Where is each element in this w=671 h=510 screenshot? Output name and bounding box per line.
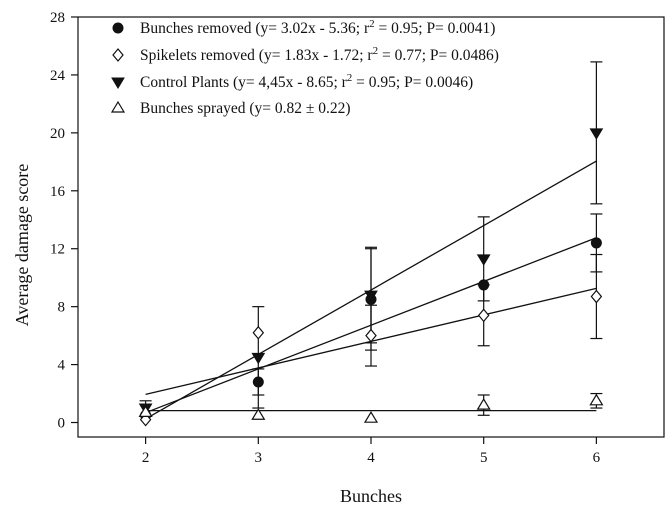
- y-tick-label: 0: [58, 416, 66, 432]
- y-tick-label: 4: [58, 358, 66, 374]
- data-point: [476, 397, 491, 410]
- data-point: [251, 352, 266, 365]
- data-point: [252, 376, 264, 388]
- data-point: [589, 393, 604, 406]
- data-point: [365, 328, 377, 343]
- x-tick-label: 6: [593, 450, 601, 466]
- legend-entry: Control Plants (y= 4,45x - 8.65; r2 = 0.…: [140, 72, 473, 91]
- legend-entry: Bunches sprayed (y= 0.82 ± 0.22): [140, 100, 351, 117]
- data-point: [478, 279, 490, 291]
- legend-marker: [110, 100, 126, 113]
- legend: Bunches removed (y= 3.02x - 5.36; r2 = 0…: [110, 18, 499, 117]
- data-point: [476, 254, 491, 266]
- axis-ticks: 2 3 4 5 6 0 4 8 12 16 20 24 28: [50, 10, 601, 466]
- legend-entry: Bunches removed (y= 3.02x - 5.36; r2 = 0…: [140, 18, 495, 37]
- data-points: [138, 128, 604, 427]
- data-point: [363, 411, 379, 423]
- legend-marker: [111, 77, 125, 89]
- y-axis-title: Average damage score: [12, 164, 32, 327]
- y-tick-label: 8: [58, 300, 66, 316]
- legend-marker: [112, 48, 124, 62]
- y-tick-label: 28: [50, 10, 65, 26]
- y-tick-label: 12: [50, 242, 65, 258]
- data-point: [590, 237, 602, 249]
- y-tick-label: 16: [50, 184, 66, 200]
- x-tick-label: 5: [480, 450, 488, 466]
- y-tick-label: 20: [50, 126, 65, 142]
- data-point: [251, 408, 266, 420]
- data-point: [138, 405, 153, 417]
- legend-entry: Spikelets removed (y= 1.83x - 1.72; r2 =…: [140, 45, 499, 64]
- data-point: [477, 308, 490, 323]
- x-tick-label: 4: [367, 450, 375, 466]
- legend-marker: [112, 22, 124, 34]
- y-tick-label: 24: [50, 68, 66, 84]
- x-axis-title: Bunches: [340, 486, 402, 506]
- x-tick-label: 3: [255, 450, 263, 466]
- data-point: [589, 128, 604, 140]
- data-point: [590, 289, 603, 304]
- x-tick-label: 2: [142, 450, 150, 466]
- data-point: [364, 290, 378, 303]
- data-point: [252, 325, 265, 340]
